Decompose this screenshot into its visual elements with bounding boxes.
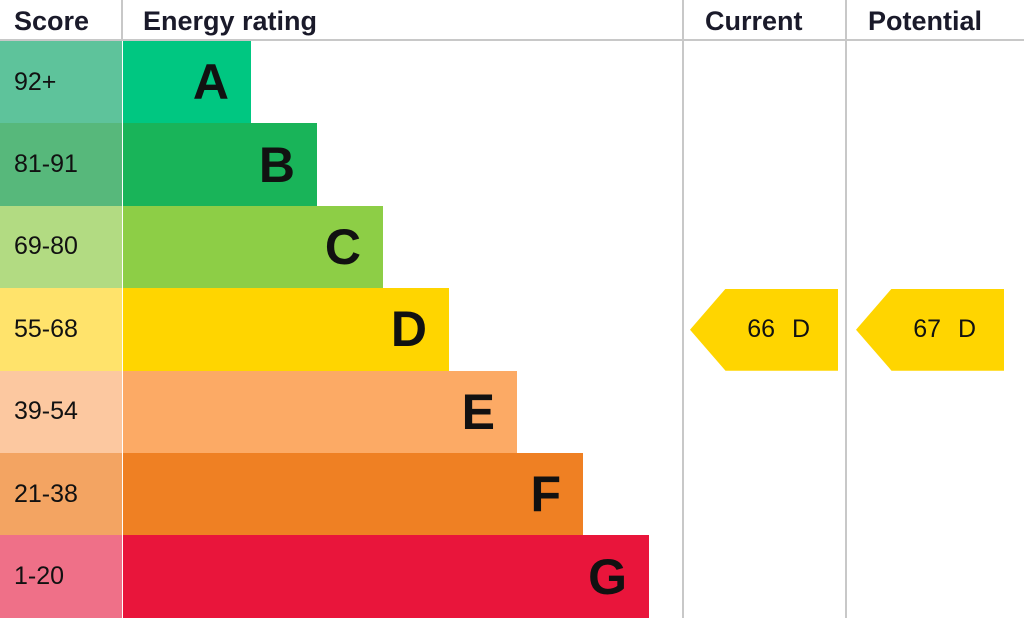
score-cell-D: 55-68: [0, 288, 122, 371]
header-potential: Potential: [868, 6, 983, 36]
score-cell-G: 1-20: [0, 535, 122, 618]
column-divider: [682, 0, 684, 618]
header-score: Score: [14, 6, 90, 36]
current-rating-arrow: 66 D: [690, 288, 838, 371]
rating-bar-C: C: [123, 205, 383, 289]
column-divider: [121, 0, 123, 40]
potential-rating-arrow: 67 D: [856, 288, 1004, 371]
header-current: Current: [705, 6, 803, 36]
score-cell-C: 69-80: [0, 205, 122, 289]
score-cell-E: 39-54: [0, 370, 122, 453]
score-cell-B: 81-91: [0, 123, 122, 206]
score-cell-F: 21-38: [0, 453, 122, 536]
header-divider: [0, 39, 1024, 41]
score-cell-A: 92+: [0, 41, 122, 124]
rating-bar-D: D: [123, 288, 449, 371]
header-energy-rating: Energy rating: [143, 6, 318, 36]
rating-bar-F: F: [123, 453, 583, 536]
rating-bar-G: G: [123, 535, 649, 618]
rating-bar-E: E: [123, 370, 517, 453]
rating-bar-B: B: [123, 123, 317, 206]
column-divider: [845, 0, 847, 618]
rating-bar-A: A: [123, 41, 251, 124]
